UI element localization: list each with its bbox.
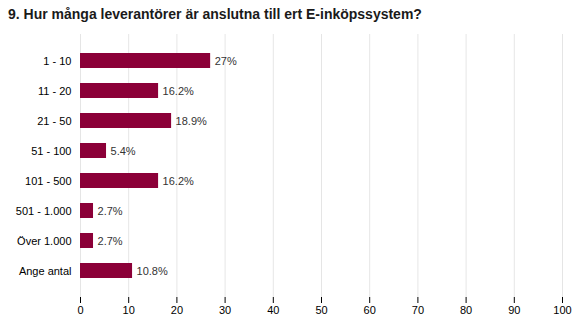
svg-text:40: 40 — [267, 304, 279, 316]
svg-text:10: 10 — [123, 304, 135, 316]
svg-text:0: 0 — [77, 304, 83, 316]
svg-text:80: 80 — [460, 304, 472, 316]
svg-text:51 - 100: 51 - 100 — [31, 145, 71, 157]
svg-text:16.2%: 16.2% — [163, 85, 194, 97]
svg-text:501 - 1.000: 501 - 1.000 — [16, 205, 72, 217]
svg-text:16.2%: 16.2% — [163, 175, 194, 187]
svg-text:21 - 50: 21 - 50 — [37, 115, 71, 127]
svg-text:2.7%: 2.7% — [98, 235, 123, 247]
svg-text:Ange antal: Ange antal — [19, 265, 72, 277]
svg-text:10.8%: 10.8% — [137, 265, 168, 277]
svg-text:5.4%: 5.4% — [111, 145, 136, 157]
svg-text:101 - 500: 101 - 500 — [25, 175, 71, 187]
svg-text:11 - 20: 11 - 20 — [38, 85, 71, 97]
svg-text:27%: 27% — [215, 55, 237, 67]
svg-text:50: 50 — [315, 304, 327, 316]
svg-text:60: 60 — [364, 304, 376, 316]
svg-text:Över 1.000: Över 1.000 — [17, 235, 71, 247]
svg-text:18.9%: 18.9% — [176, 115, 207, 127]
svg-text:100: 100 — [553, 304, 571, 316]
svg-text:2.7%: 2.7% — [98, 205, 123, 217]
svg-text:70: 70 — [412, 304, 424, 316]
svg-text:1 - 10: 1 - 10 — [43, 55, 71, 67]
html-text:9. Hur många leverantörer är a: 9. Hur många leverantörer är anslutna ti… — [8, 6, 422, 22]
svg-text:90: 90 — [508, 304, 520, 316]
svg-text:30: 30 — [219, 304, 231, 316]
svg-text:20: 20 — [171, 304, 183, 316]
